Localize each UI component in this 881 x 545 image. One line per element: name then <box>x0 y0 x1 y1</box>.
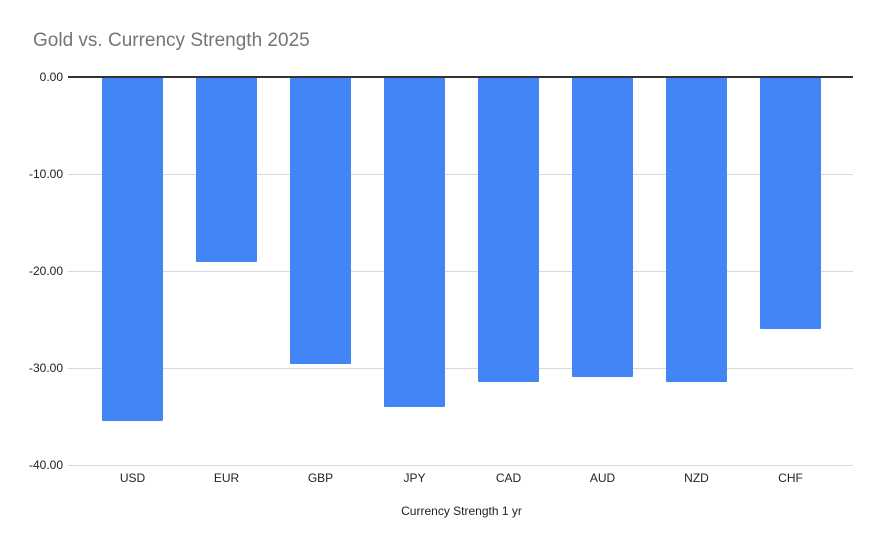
bar-chf[interactable] <box>760 76 821 329</box>
y-axis-tick-label: 0.00 <box>39 69 63 84</box>
bar-aud[interactable] <box>572 76 633 378</box>
x-axis-title: Currency Strength 1 yr <box>401 504 522 518</box>
y-axis-tick-label: -40.00 <box>28 457 63 472</box>
bar-eur[interactable] <box>196 76 257 262</box>
bar-usd[interactable] <box>102 76 163 421</box>
x-axis-tick-label-cad: CAD <box>495 471 522 485</box>
x-axis-tick-label-usd: USD <box>119 471 146 485</box>
bar-cad[interactable] <box>478 76 539 383</box>
y-axis-tick-label: -20.00 <box>28 263 63 278</box>
chart-title: Gold vs. Currency Strength 2025 <box>33 30 310 51</box>
x-axis-tick-label-eur: EUR <box>213 471 240 485</box>
gridline <box>68 464 853 466</box>
gridline <box>68 367 853 369</box>
x-axis-zero-line <box>68 75 853 78</box>
x-axis-tick-label-aud: AUD <box>589 471 616 485</box>
gridline <box>68 173 853 175</box>
bar-gbp[interactable] <box>290 76 351 364</box>
y-axis-tick-label: -10.00 <box>28 166 63 181</box>
gridline <box>68 270 853 272</box>
y-axis-tick-label: -30.00 <box>28 360 63 375</box>
x-axis-tick-label-jpy: JPY <box>403 471 426 485</box>
bar-jpy[interactable] <box>384 76 445 408</box>
x-axis-tick-label-nzd: NZD <box>684 471 709 485</box>
x-axis-tick-label-gbp: GBP <box>307 471 334 485</box>
x-axis-tick-label-chf: CHF <box>778 471 803 485</box>
bar-nzd[interactable] <box>666 76 727 383</box>
